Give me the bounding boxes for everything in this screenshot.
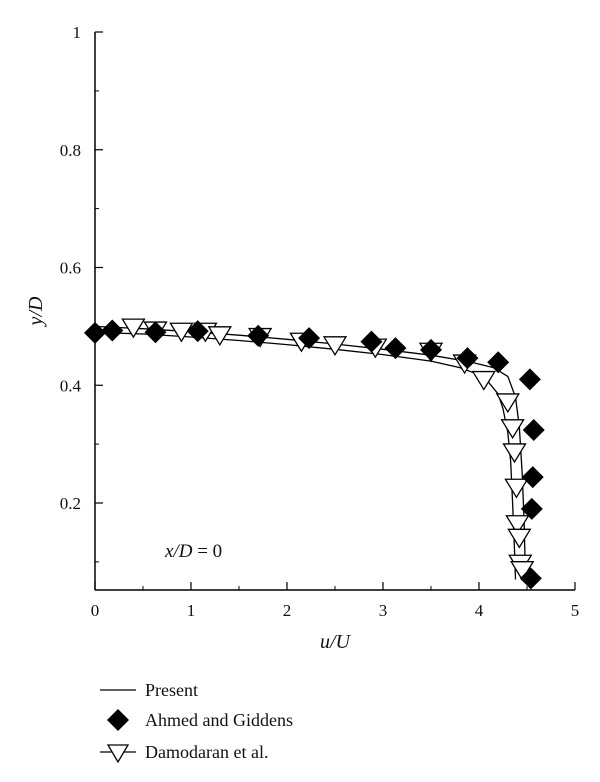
annotation-rest: = 0 [192, 541, 222, 562]
damodaran-point [169, 322, 194, 343]
legend-item-present: Present [100, 680, 198, 700]
ahmed-giddens-point [360, 330, 383, 353]
y-axis-label: y/D [25, 296, 47, 327]
ahmed-giddens-point [84, 321, 106, 344]
damodaran-point [500, 419, 525, 440]
legend-label-ahmed-giddens: Ahmed and Giddens [145, 710, 293, 730]
legend-label-present: Present [145, 680, 198, 700]
y-tick-label: 1 [73, 23, 82, 42]
x-tick-label: 4 [475, 601, 484, 620]
damodaran-point [207, 326, 232, 347]
annotation-var: x/D [164, 541, 193, 562]
ahmed-giddens-point [186, 320, 209, 343]
x-tick-labels: 0 1 2 3 4 5 [91, 601, 580, 620]
legend: Present Ahmed and Giddens Damodaran et a… [100, 680, 293, 764]
ahmed-giddens-point [520, 497, 543, 520]
y-tick-label: 0.4 [60, 376, 82, 395]
ahmed-giddens-point [420, 338, 442, 361]
x-tick-label: 5 [571, 601, 580, 620]
legend-item-ahmed-giddens: Ahmed and Giddens [107, 709, 293, 731]
ahmed-giddens-point [519, 567, 542, 590]
legend-label-damodaran: Damodaran et al. [145, 742, 268, 762]
ahmed-giddens-point [144, 321, 167, 344]
ahmed-giddens-point [298, 327, 321, 350]
tick-marks [94, 31, 576, 590]
legend-triangle-symbol [106, 744, 130, 764]
series-layer [84, 318, 545, 590]
x-tick-label: 1 [187, 601, 196, 620]
ahmed-giddens-point [518, 368, 541, 391]
damodaran-point [471, 370, 496, 391]
x-tick-label: 3 [379, 601, 388, 620]
damodaran-point [121, 318, 146, 339]
ahmed-giddens-point [521, 466, 544, 489]
y-tick-labels: 0.2 0.4 0.6 0.8 1 [60, 23, 82, 513]
damodaran-point [502, 443, 527, 464]
damodaran-point [495, 393, 520, 414]
damodaran-point [507, 528, 532, 549]
legend-item-damodaran: Damodaran et al. [100, 742, 268, 764]
legend-diamond-symbol [107, 709, 129, 731]
damodaran-point [505, 515, 530, 536]
x-tick-label: 2 [283, 601, 292, 620]
present-curve-1 [94, 331, 517, 580]
ahmed-giddens-point [456, 347, 479, 370]
ahmed-giddens-point [487, 351, 510, 374]
ahmed-giddens-point [522, 418, 545, 441]
y-tick-label: 0.6 [60, 259, 81, 278]
x-axis-label: u/U [320, 631, 352, 653]
damodaran-point [322, 336, 348, 357]
ahmed-giddens-point [384, 337, 407, 360]
ahmed-giddens-point [247, 324, 270, 347]
ahmed-giddens-point [101, 319, 124, 342]
y-tick-label: 0.8 [60, 141, 81, 160]
annotation: x/D = 0 [164, 541, 222, 562]
x-tick-label: 0 [91, 601, 100, 620]
y-tick-label: 0.2 [60, 494, 81, 513]
damodaran-point [504, 478, 529, 499]
